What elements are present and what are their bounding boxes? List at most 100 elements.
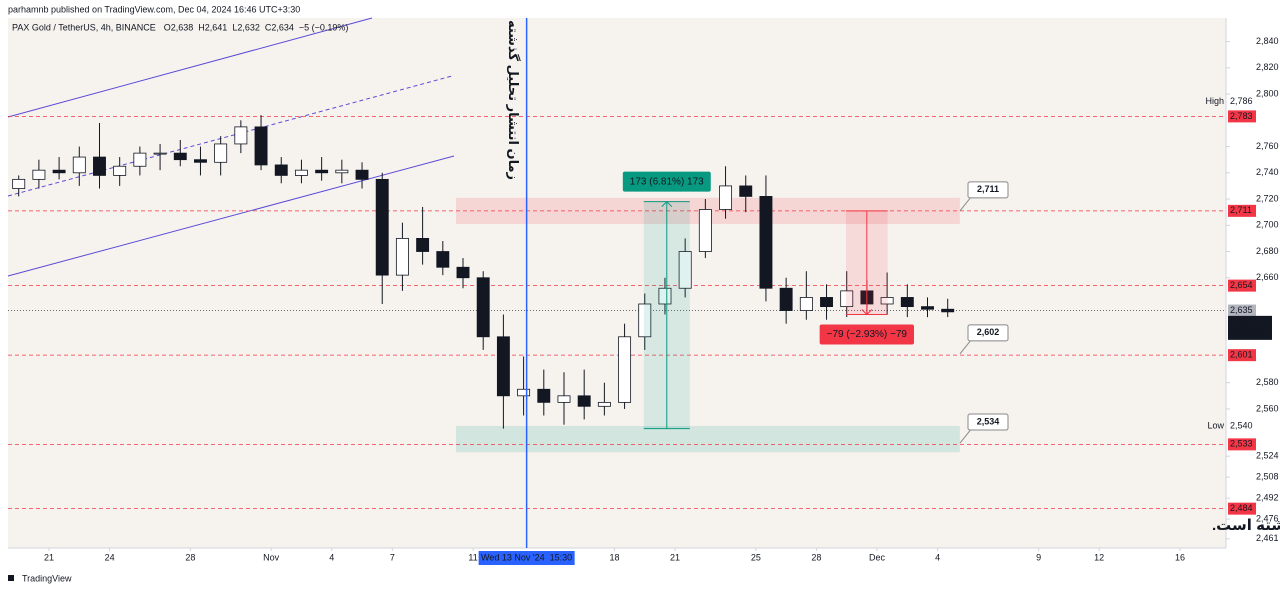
y-tick-label: 2,740	[1256, 167, 1279, 177]
callout-label: 2,602	[977, 327, 1000, 337]
candle-body	[375, 178, 389, 276]
callout-label: 2,534	[977, 416, 1000, 426]
ohlc-key: L	[232, 22, 237, 32]
channel-line	[7, 17, 373, 118]
x-tick-label: 16	[1175, 552, 1185, 562]
callout-box	[967, 413, 1009, 431]
candle-body	[719, 185, 733, 210]
vertical-note: زمان انتشار تحلیل گذشته	[506, 20, 521, 180]
candle-body	[133, 152, 147, 167]
countdown: 02:43:26	[1230, 327, 1265, 337]
candle-body	[72, 156, 86, 174]
y-tick-label: 2,580	[1256, 377, 1279, 387]
brand-name: TradingView	[22, 573, 72, 583]
candle-body	[658, 287, 672, 305]
ohlc-value: 2,634	[271, 22, 294, 32]
position-label-bg	[819, 324, 914, 345]
candle-body	[335, 169, 349, 174]
zone	[455, 425, 960, 453]
position-label: 173 (6.81%) 173	[630, 176, 704, 187]
x-tick-label: 11	[468, 552, 477, 562]
x-tick-label: 21	[670, 552, 680, 562]
x-tick-label: 24	[105, 552, 115, 562]
candle-body	[638, 303, 652, 338]
x-tick-label: Nov	[263, 552, 280, 562]
x-tick-label: Dec	[869, 552, 886, 562]
low_label-name: Low	[1207, 421, 1224, 431]
candle-body	[294, 169, 308, 176]
candle-body	[517, 388, 531, 397]
arrow-head	[861, 309, 873, 316]
y-tick-label: 2,492	[1256, 493, 1279, 503]
candle-body	[941, 308, 955, 313]
crosshair-label: Wed 13 Nov '24 15:30	[481, 552, 572, 562]
candle-body	[254, 126, 268, 166]
callout-box	[967, 181, 1009, 199]
level-label: 2,711	[1230, 205, 1252, 215]
candle-body	[194, 159, 207, 163]
candle-body	[618, 336, 632, 403]
footnote: * تمامی نواحی و سطوحی که در چارت مشاهده …	[1212, 516, 1280, 535]
symbol: PAX Gold / TetherUS, 4h, BINANCE	[12, 22, 156, 32]
candle-body	[900, 297, 914, 308]
crosshair-tag	[478, 551, 575, 565]
level-label: 2,533	[1230, 439, 1253, 449]
mark-price-label: 2,635	[1230, 305, 1253, 315]
callout-box	[967, 324, 1009, 342]
y-tick-label: 2,840	[1256, 36, 1279, 46]
y-tick-label: 2,560	[1256, 403, 1279, 413]
publisher: parhamnb published on TradingView.com, D…	[8, 4, 300, 14]
candle-body	[214, 143, 228, 163]
brand: TradingView	[8, 573, 72, 583]
ohlc-key: C	[265, 22, 272, 32]
candle-body	[113, 165, 127, 176]
change: −5 (−0.19%)	[299, 22, 349, 32]
y-tick-label: 2,680	[1256, 246, 1279, 256]
last-price-label: 2,634	[1230, 316, 1253, 326]
level-label: 2,601	[1230, 350, 1253, 360]
candle-body	[698, 209, 712, 252]
position-label: −79 (−2.93%) −79	[827, 329, 908, 340]
ohlc-value: 2,632	[237, 22, 260, 32]
y-tick-label: 2,508	[1256, 472, 1279, 482]
candle-body	[274, 164, 288, 176]
x-tick-label: 9	[1036, 552, 1041, 562]
y-tick-label: 2,720	[1256, 193, 1279, 203]
callout-label: 2,711	[977, 184, 999, 194]
candle-body	[355, 169, 369, 180]
y-tick-label: 2,800	[1256, 88, 1279, 98]
candle-body	[496, 336, 510, 397]
x-tick-label: 21	[44, 552, 54, 562]
candle-body	[395, 237, 409, 276]
level-tag	[1228, 110, 1256, 123]
candle-body	[537, 388, 551, 403]
candle-body	[234, 126, 248, 145]
level-tag	[1228, 279, 1256, 292]
x-tick-label: 25	[751, 552, 761, 562]
x-tick-label: 28	[811, 552, 821, 562]
high_label-name: High	[1205, 96, 1224, 106]
y-tick-label: 2,700	[1256, 220, 1279, 230]
x-tick-label: 4	[329, 552, 334, 562]
level-label: 2,783	[1230, 111, 1253, 121]
candle-body	[436, 251, 450, 268]
ohlc-key: H	[198, 22, 205, 32]
ohlc-value: 2,638	[171, 22, 194, 32]
level-tag	[1228, 349, 1256, 362]
candle-body	[173, 152, 187, 161]
candle-body	[12, 178, 26, 189]
plot-area	[8, 18, 1226, 548]
plot	[7, 17, 1226, 510]
y-tick-label: 2,524	[1256, 451, 1279, 461]
level-label: 2,654	[1230, 280, 1253, 290]
candle-body	[597, 401, 611, 407]
level-label: 2,484	[1230, 503, 1253, 513]
candle-body	[779, 287, 793, 311]
candle-body	[52, 169, 66, 174]
candle-body	[921, 306, 934, 310]
x-tick-label: 28	[185, 552, 195, 562]
candle-body	[840, 290, 854, 308]
candle-body	[880, 297, 894, 305]
arrow-head	[661, 200, 673, 208]
candle-body	[32, 169, 46, 180]
